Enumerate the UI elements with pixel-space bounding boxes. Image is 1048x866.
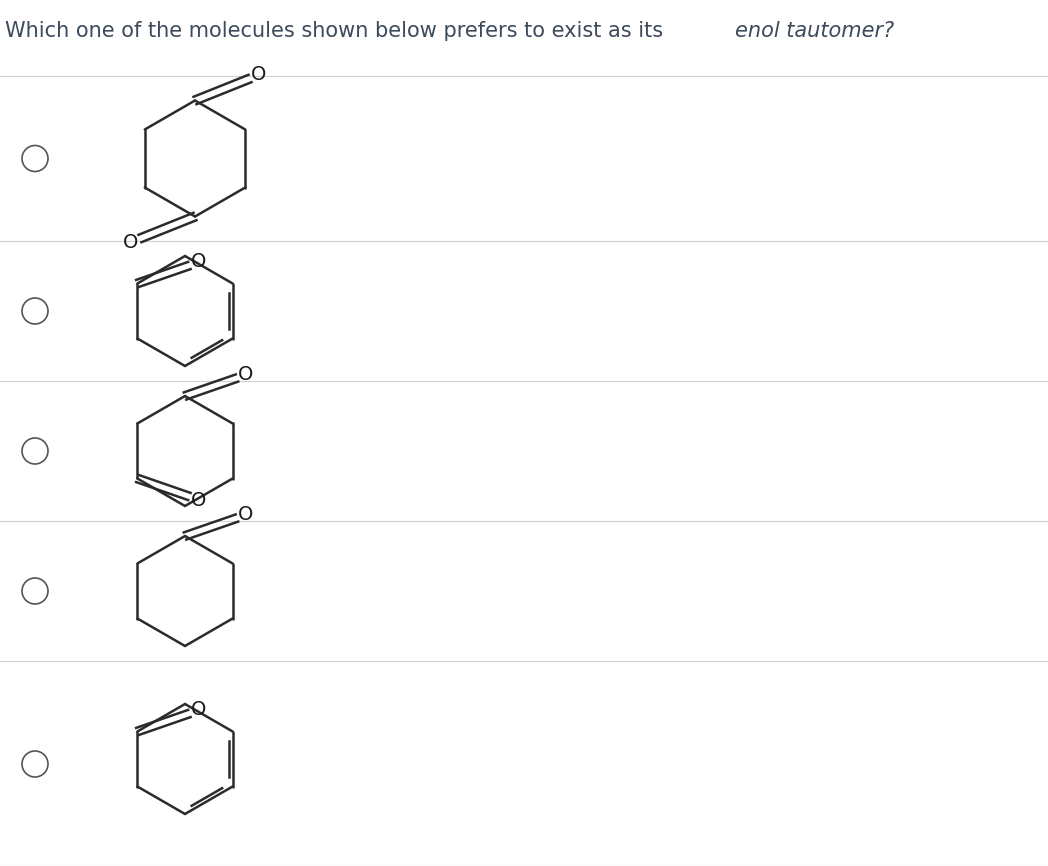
Text: O: O — [252, 65, 266, 84]
Text: O: O — [191, 252, 206, 271]
Text: Which one of the molecules shown below prefers to exist as its: Which one of the molecules shown below p… — [5, 21, 670, 41]
Text: O: O — [191, 491, 206, 510]
Text: enol tautomer?: enol tautomer? — [735, 21, 894, 41]
Text: O: O — [238, 505, 254, 524]
Text: O: O — [238, 365, 254, 384]
Text: O: O — [191, 700, 206, 719]
Text: O: O — [124, 233, 138, 252]
